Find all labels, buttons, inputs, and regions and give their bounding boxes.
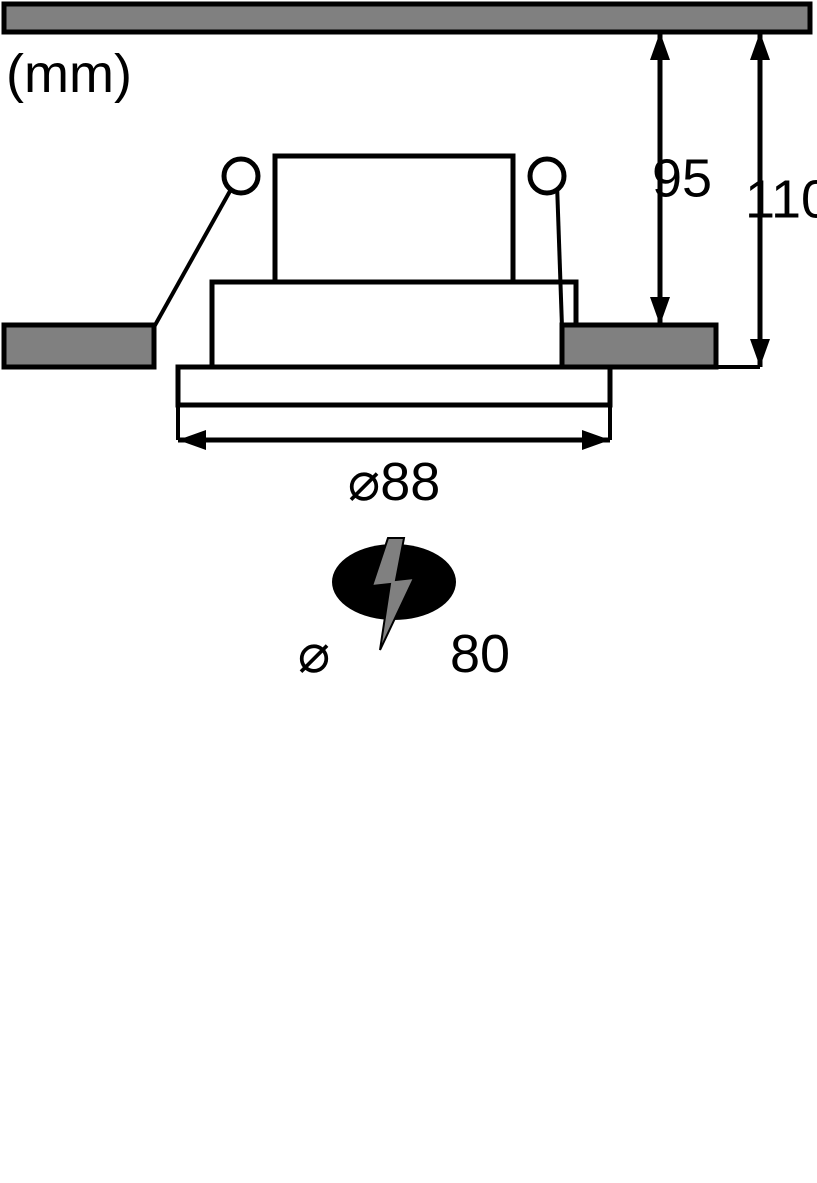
- spring-anchor-left: [224, 159, 258, 193]
- spring-anchor-right: [530, 159, 564, 193]
- dim-95: 95: [652, 149, 712, 209]
- dim-110: 110: [745, 170, 817, 230]
- dim-d88: ⌀88: [348, 452, 441, 512]
- unit-label: (mm): [6, 44, 132, 104]
- dimension-diagram: (mm) 95 110 ⌀88 ⌀ 80: [0, 0, 817, 1183]
- dim-cutout-prefix: ⌀: [298, 624, 331, 684]
- dim-cutout: 80: [450, 624, 510, 684]
